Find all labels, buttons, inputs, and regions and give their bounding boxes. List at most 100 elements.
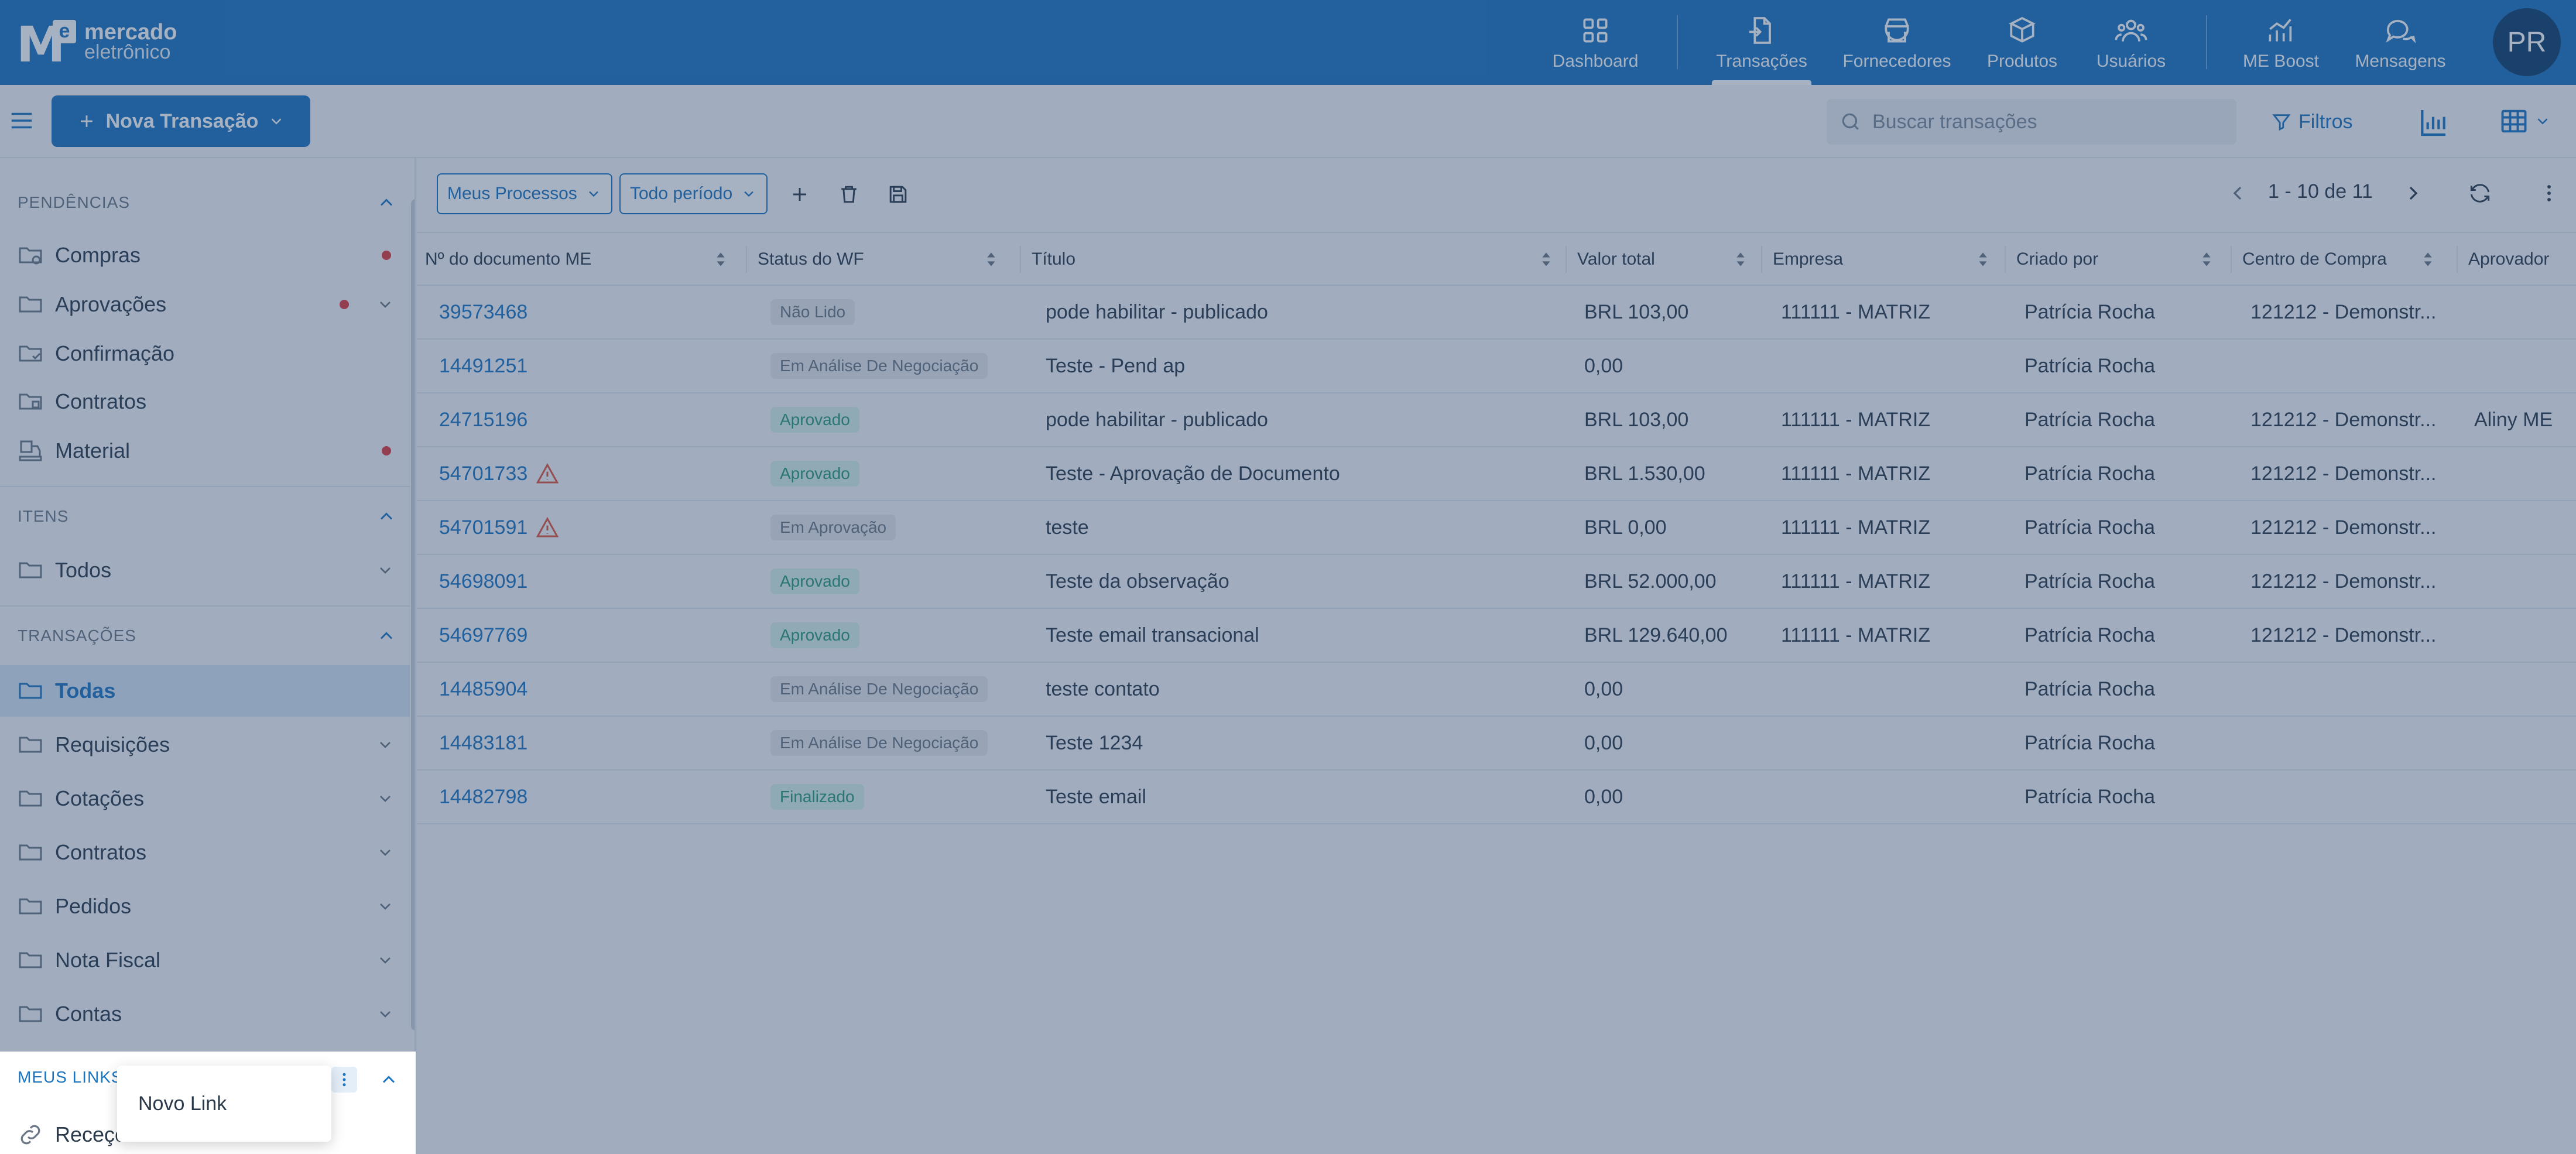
- column-header-valor[interactable]: Valor total: [1555, 233, 1754, 286]
- cell-document[interactable]: 54701733: [439, 447, 732, 500]
- process-filter-select[interactable]: Meus Processos: [437, 173, 612, 214]
- cell-document[interactable]: 54701591: [439, 501, 732, 554]
- section-transacoes[interactable]: TRANSAÇÕES: [0, 612, 410, 659]
- table-row[interactable]: 14491251 Em Análise De Negociação Teste - …: [417, 340, 2576, 393]
- nav-dashboard[interactable]: Dashboard: [1546, 0, 1645, 85]
- sidebar-item-material[interactable]: Material: [0, 425, 410, 477]
- action-bar: Nova Transação Filtros: [0, 85, 2576, 158]
- sort-icon[interactable]: [2421, 251, 2434, 268]
- nav-produtos[interactable]: Produtos: [1976, 0, 2068, 85]
- warning-icon: [536, 463, 559, 484]
- sort-icon[interactable]: [1734, 251, 1747, 268]
- nav-mensagens[interactable]: Mensagens: [2351, 0, 2450, 85]
- sidebar-item-pedidos[interactable]: Pedidos: [0, 881, 410, 932]
- link-item-recepcao[interactable]: Receçõ: [16, 1121, 126, 1149]
- column-header-aprovador[interactable]: Aprovador: [2468, 249, 2550, 269]
- cell-document[interactable]: 54698091: [439, 570, 528, 593]
- table-row[interactable]: 54698091 Aprovado Teste da observação BRL 5…: [417, 555, 2576, 609]
- filters-button[interactable]: Filtros: [2272, 102, 2353, 141]
- cell-document[interactable]: 39573468: [439, 300, 528, 323]
- cell-document[interactable]: 14485904: [439, 677, 528, 700]
- new-transaction-button[interactable]: Nova Transação: [52, 95, 310, 147]
- status-badge: Em Análise De Negociação: [770, 353, 988, 379]
- sidebar-item-aprovacoes[interactable]: Aprovações: [0, 279, 410, 330]
- search-input[interactable]: [1872, 110, 2224, 133]
- table-row[interactable]: 54697769 Aprovado Teste email transacional…: [417, 609, 2576, 663]
- novo-link-option[interactable]: Novo Link: [138, 1092, 227, 1115]
- column-header-centro-compra[interactable]: Centro de Compra: [2220, 233, 2443, 286]
- user-avatar[interactable]: PR: [2493, 8, 2561, 76]
- sidebar-item-contratos-pendentes[interactable]: Contratos: [0, 376, 410, 427]
- column-header-documento[interactable]: Nº do documento ME: [403, 233, 737, 286]
- cell-value: BRL 0,00: [1584, 516, 1667, 539]
- period-filter-select[interactable]: Todo período: [619, 173, 768, 214]
- chevron-down-icon[interactable]: [376, 897, 395, 916]
- table-row[interactable]: 39573468 Não Lido pode habilitar - publica…: [417, 286, 2576, 340]
- sidebar-item-todos[interactable]: Todos: [0, 545, 410, 596]
- sidebar-item-confirmacao[interactable]: Confirmação: [0, 328, 410, 379]
- menu-icon[interactable]: [8, 107, 35, 134]
- sidebar-item-cotacoes[interactable]: Cotações: [0, 773, 410, 824]
- save-icon[interactable]: [885, 182, 911, 207]
- chevron-down-icon[interactable]: [376, 735, 395, 754]
- add-filter-icon[interactable]: [787, 182, 813, 207]
- chevron-left-icon[interactable]: [2226, 182, 2249, 205]
- top-header: M e mercado eletrônico Dashboard Transaç…: [0, 0, 2576, 85]
- grid-view-button[interactable]: [2499, 106, 2551, 136]
- table-row[interactable]: 14482798 Finalizado Teste email 0,00 Patríci…: [417, 771, 2576, 824]
- sidebar-item-requisicoes[interactable]: Requisições: [0, 719, 410, 771]
- cell-status: Aprovado: [770, 609, 1016, 662]
- chevron-up-icon[interactable]: [376, 625, 397, 646]
- nav-fornecedores[interactable]: Fornecedores: [1838, 0, 1955, 85]
- sort-icon[interactable]: [714, 251, 727, 268]
- chevron-right-icon[interactable]: [2402, 182, 2425, 205]
- chevron-down-icon[interactable]: [376, 951, 395, 970]
- section-itens[interactable]: ITENS: [0, 493, 410, 540]
- table-row[interactable]: 54701733 Aprovado Teste - Aprovação de Doc…: [417, 447, 2576, 501]
- sidebar-item-contas[interactable]: Contas: [0, 988, 410, 1040]
- sidebar-item-contratos[interactable]: Contratos: [0, 827, 410, 878]
- nav-transacoes[interactable]: Transações: [1712, 0, 1811, 85]
- sidebar: PENDÊNCIAS Compras Aprovações Confirmaçã…: [0, 158, 416, 1154]
- sort-icon[interactable]: [2200, 251, 2213, 268]
- sidebar-item-todas[interactable]: Todas: [0, 665, 410, 717]
- chevron-up-icon[interactable]: [376, 506, 397, 527]
- trash-icon[interactable]: [836, 182, 862, 207]
- chevron-up-icon[interactable]: [376, 192, 397, 213]
- cell-document[interactable]: 14491251: [439, 354, 528, 377]
- section-pendencias[interactable]: PENDÊNCIAS: [0, 179, 410, 226]
- cell-title: Teste email: [1046, 785, 1146, 808]
- chevron-down-icon[interactable]: [376, 295, 395, 314]
- table-row[interactable]: 24715196 Aprovado pode habilitar - publica…: [417, 393, 2576, 447]
- cell-document[interactable]: 14482798: [439, 785, 528, 808]
- nav-usuarios[interactable]: Usuários: [2088, 0, 2174, 85]
- column-header-empresa[interactable]: Empresa: [1751, 233, 1996, 286]
- column-header-criado-por[interactable]: Criado por: [1994, 233, 2222, 286]
- chevron-up-icon[interactable]: [378, 1069, 399, 1090]
- sort-icon[interactable]: [1540, 251, 1553, 268]
- chevron-down-icon[interactable]: [376, 561, 395, 580]
- refresh-icon[interactable]: [2467, 180, 2493, 206]
- table-row[interactable]: 14483181 Em Análise De Negociação Teste 12…: [417, 717, 2576, 771]
- nav-me-boost[interactable]: ME Boost: [2235, 0, 2327, 85]
- column-header-titulo[interactable]: Título: [1009, 233, 1560, 286]
- sort-icon[interactable]: [985, 251, 998, 268]
- cell-document[interactable]: 24715196: [439, 408, 528, 431]
- more-options-icon[interactable]: [2536, 180, 2562, 206]
- chart-view-icon[interactable]: [2417, 106, 2450, 139]
- sort-icon[interactable]: [1976, 251, 1989, 268]
- brand-logo[interactable]: M e mercado eletrônico: [16, 20, 177, 69]
- sidebar-item-nota-fiscal[interactable]: Nota Fiscal: [0, 934, 410, 986]
- sidebar-scrollbar[interactable]: [411, 199, 415, 1030]
- chevron-down-icon[interactable]: [376, 789, 395, 808]
- links-more-button[interactable]: [331, 1067, 357, 1093]
- search-box[interactable]: [1827, 99, 2236, 145]
- table-row[interactable]: 54701591 Em Aprovação teste BRL 0,00 111111 …: [417, 501, 2576, 555]
- cell-document[interactable]: 14483181: [439, 731, 528, 754]
- cell-document[interactable]: 54697769: [439, 624, 528, 646]
- chevron-down-icon[interactable]: [376, 843, 395, 862]
- table-row[interactable]: 14485904 Em Análise De Negociação teste co…: [417, 663, 2576, 717]
- chevron-down-icon[interactable]: [376, 1005, 395, 1023]
- column-header-status[interactable]: Status do WF: [735, 233, 1010, 286]
- sidebar-item-compras[interactable]: Compras: [0, 230, 410, 281]
